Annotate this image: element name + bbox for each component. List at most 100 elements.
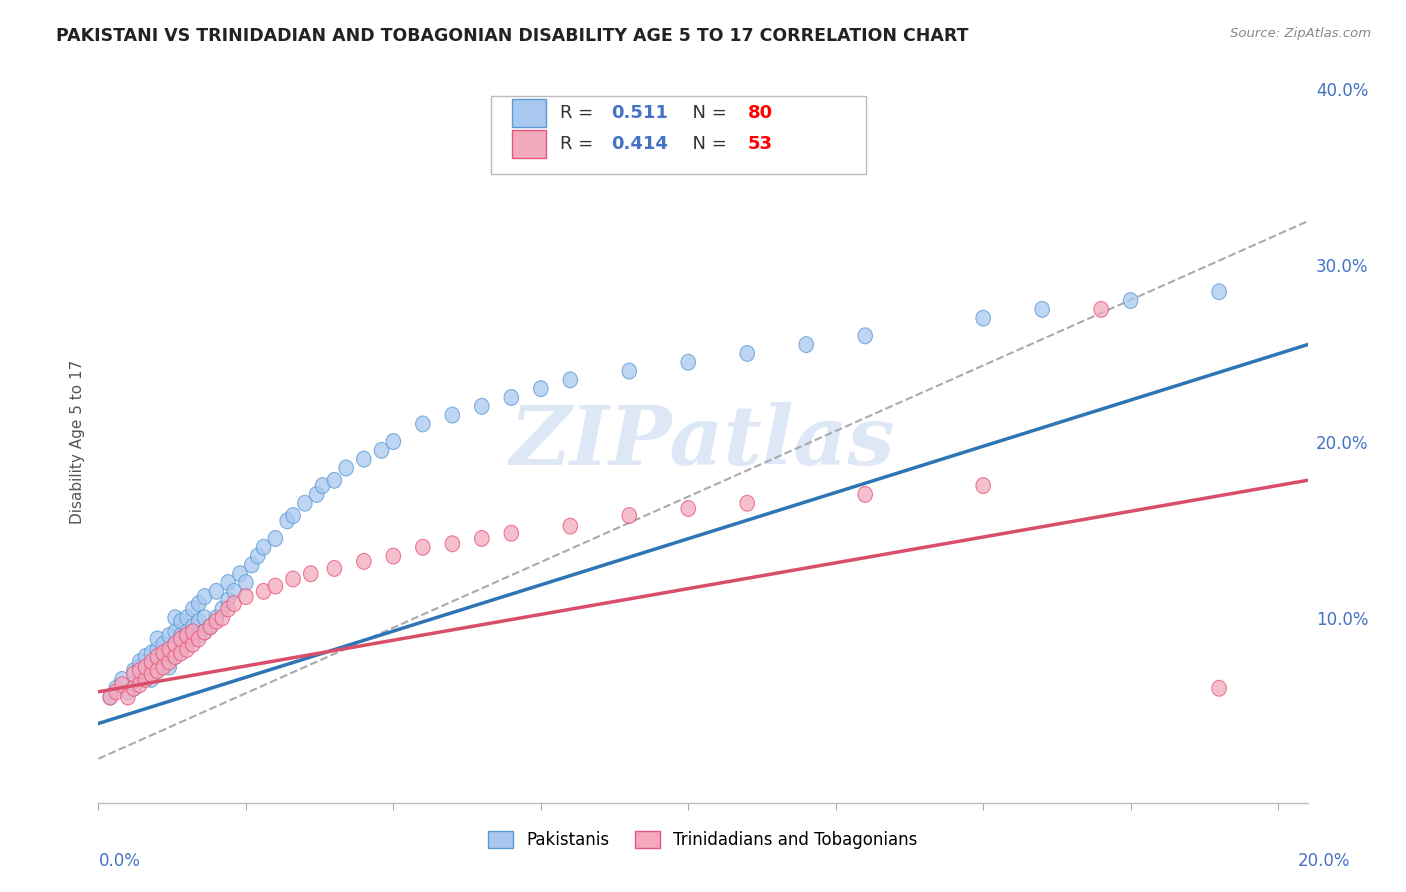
Ellipse shape [562,372,578,388]
Ellipse shape [145,666,159,682]
Ellipse shape [138,659,153,675]
Ellipse shape [681,500,696,516]
Ellipse shape [150,641,165,657]
Ellipse shape [150,663,165,679]
Ellipse shape [180,641,194,657]
Text: R =: R = [561,104,599,122]
Ellipse shape [197,624,212,640]
Ellipse shape [115,677,129,693]
Ellipse shape [374,442,389,458]
Ellipse shape [150,663,165,679]
Text: ZIPatlas: ZIPatlas [510,401,896,482]
Ellipse shape [132,672,148,688]
Text: R =: R = [561,135,599,153]
Ellipse shape [976,477,990,493]
Ellipse shape [167,648,183,665]
Ellipse shape [145,659,159,675]
Ellipse shape [197,589,212,605]
Bar [512,130,546,158]
Ellipse shape [1094,301,1108,318]
FancyBboxPatch shape [492,96,866,174]
Ellipse shape [740,345,755,361]
Ellipse shape [197,624,212,640]
Legend: Pakistanis, Trinidadians and Tobagonians: Pakistanis, Trinidadians and Tobagonians [482,824,924,856]
Ellipse shape [156,659,170,675]
Ellipse shape [298,495,312,511]
Ellipse shape [799,336,814,352]
Text: N =: N = [682,104,733,122]
Text: 20.0%: 20.0% [1298,852,1350,870]
Ellipse shape [1035,301,1049,318]
Ellipse shape [191,614,205,629]
Ellipse shape [280,513,294,529]
Ellipse shape [174,631,188,647]
Ellipse shape [197,610,212,625]
Ellipse shape [186,619,200,634]
Ellipse shape [156,648,170,665]
Text: Source: ZipAtlas.com: Source: ZipAtlas.com [1230,27,1371,40]
Ellipse shape [416,540,430,555]
Ellipse shape [167,624,183,640]
Ellipse shape [328,560,342,576]
Ellipse shape [976,310,990,326]
Ellipse shape [221,601,235,617]
Ellipse shape [245,557,259,573]
Ellipse shape [180,610,194,625]
Ellipse shape [256,583,271,599]
Ellipse shape [186,624,200,640]
Ellipse shape [304,566,318,582]
Ellipse shape [503,525,519,541]
Ellipse shape [215,610,229,625]
Ellipse shape [145,672,159,688]
Ellipse shape [167,636,183,652]
Ellipse shape [132,677,148,693]
Ellipse shape [285,571,301,587]
Ellipse shape [150,631,165,647]
Ellipse shape [127,666,141,682]
Ellipse shape [226,596,242,612]
Ellipse shape [858,486,873,502]
Ellipse shape [103,690,118,705]
Ellipse shape [250,549,264,564]
Ellipse shape [475,531,489,547]
Text: 80: 80 [748,104,773,122]
Ellipse shape [127,681,141,696]
Ellipse shape [132,659,148,675]
Text: 53: 53 [748,135,773,153]
Ellipse shape [309,486,323,502]
Ellipse shape [740,495,755,511]
Ellipse shape [1212,681,1226,696]
Ellipse shape [621,363,637,379]
Text: PAKISTANI VS TRINIDADIAN AND TOBAGONIAN DISABILITY AGE 5 TO 17 CORRELATION CHART: PAKISTANI VS TRINIDADIAN AND TOBAGONIAN … [56,27,969,45]
Ellipse shape [167,610,183,625]
Ellipse shape [162,654,177,670]
Bar [512,99,546,127]
Ellipse shape [174,614,188,629]
Ellipse shape [269,578,283,594]
Text: 0.414: 0.414 [612,135,668,153]
Ellipse shape [357,553,371,569]
Ellipse shape [209,583,224,599]
Ellipse shape [239,589,253,605]
Ellipse shape [138,672,153,688]
Text: 0.0%: 0.0% [98,852,141,870]
Ellipse shape [162,659,177,675]
Ellipse shape [209,614,224,629]
Text: N =: N = [682,135,733,153]
Ellipse shape [215,601,229,617]
Ellipse shape [162,627,177,643]
Ellipse shape [180,636,194,652]
Ellipse shape [621,508,637,524]
Ellipse shape [127,681,141,696]
Ellipse shape [174,645,188,661]
Ellipse shape [446,536,460,551]
Ellipse shape [387,549,401,564]
Ellipse shape [138,648,153,665]
Ellipse shape [1123,293,1137,309]
Ellipse shape [174,627,188,643]
Y-axis label: Disability Age 5 to 17: Disability Age 5 to 17 [69,359,84,524]
Ellipse shape [533,381,548,397]
Ellipse shape [475,399,489,414]
Ellipse shape [186,631,200,647]
Ellipse shape [186,601,200,617]
